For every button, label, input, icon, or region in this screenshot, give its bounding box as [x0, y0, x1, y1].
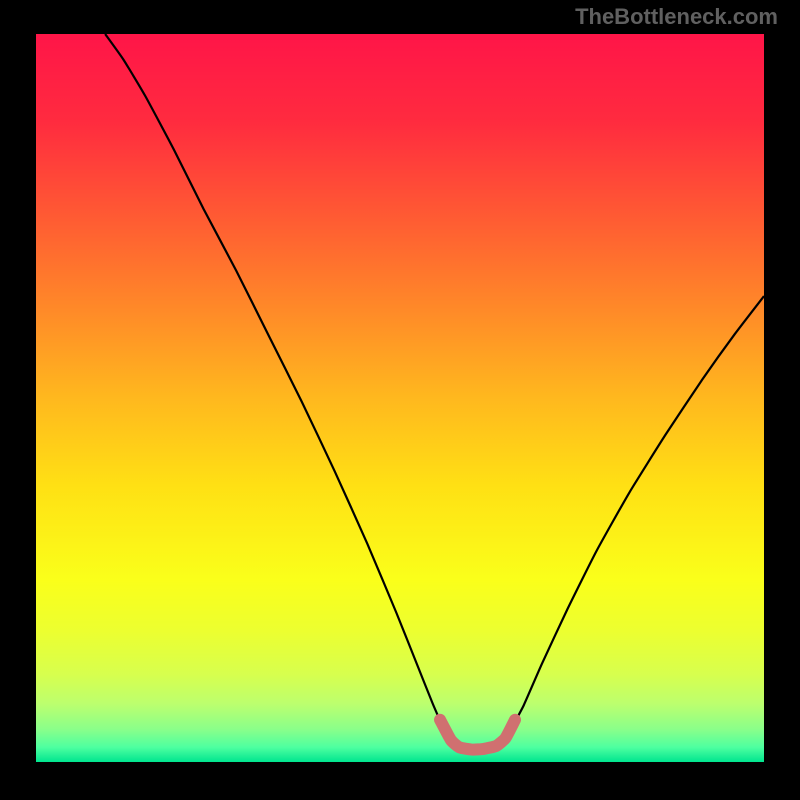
attribution-label: TheBottleneck.com — [575, 4, 778, 30]
gradient-background — [36, 34, 764, 762]
chart-container: TheBottleneck.com — [0, 0, 800, 800]
